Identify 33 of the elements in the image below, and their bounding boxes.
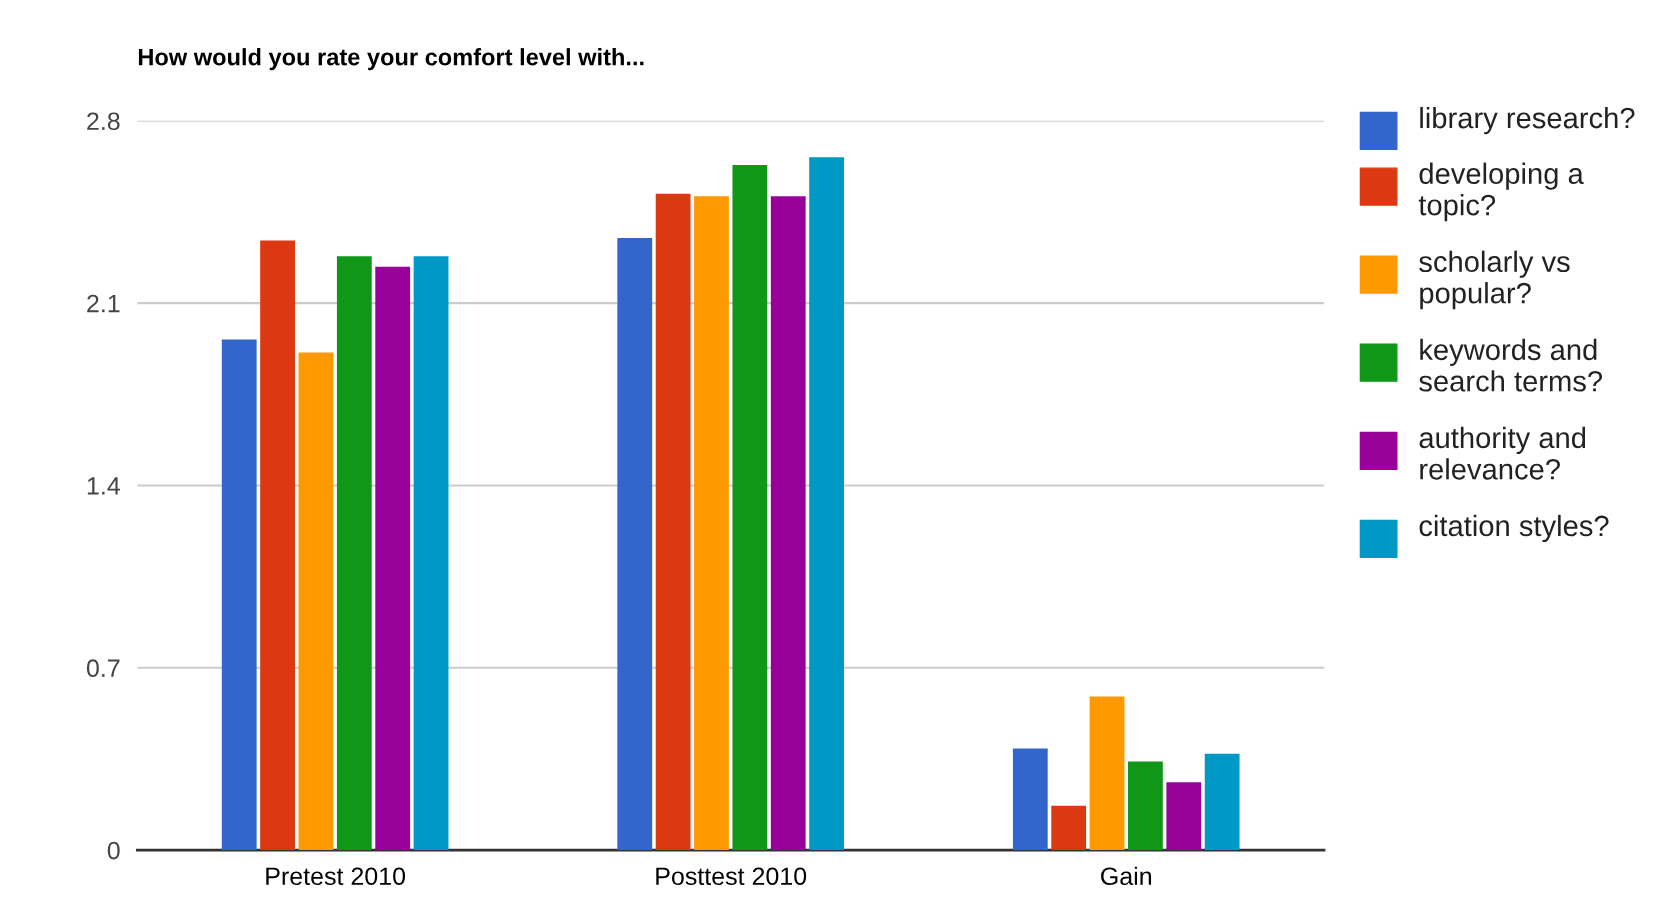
bar [221,339,257,851]
y-tick-label: 0 [107,841,120,860]
legend-label: developing a topic? [1418,162,1584,222]
bar [694,196,729,851]
legend-label: library research? [1420,106,1635,135]
bar [1204,753,1240,851]
bar [1166,782,1202,851]
bar [260,240,295,851]
bar [298,352,334,851]
chart-title: How would you rate your comfort level with... [138,48,644,71]
bar [732,165,768,851]
legend-label: citation styles? [1419,514,1609,543]
legend-label: keywords and search terms? [1419,338,1603,392]
y-tick-label: 0.7 [86,659,120,678]
bar [1012,748,1048,851]
bar [1089,696,1125,851]
bar [375,266,411,851]
legend-label: scholarly vs popular? [1419,250,1570,310]
legend-label: authority and relevance? [1419,426,1586,480]
bar [413,256,449,851]
x-tick-label: Pretest 2010 [266,867,406,886]
bar [1051,805,1087,851]
bar [1128,761,1163,851]
y-tick-label: 1.4 [87,477,120,495]
x-tick-label: Gain [1101,866,1152,886]
y-tick-label: 2.8 [87,112,120,131]
bar [336,256,372,851]
x-tick-label: Posttest 2010 [656,867,807,886]
bar [617,237,653,851]
bar [770,196,806,851]
y-tick-label: 2.1 [87,294,120,313]
bar [655,193,691,851]
bar [809,157,845,851]
